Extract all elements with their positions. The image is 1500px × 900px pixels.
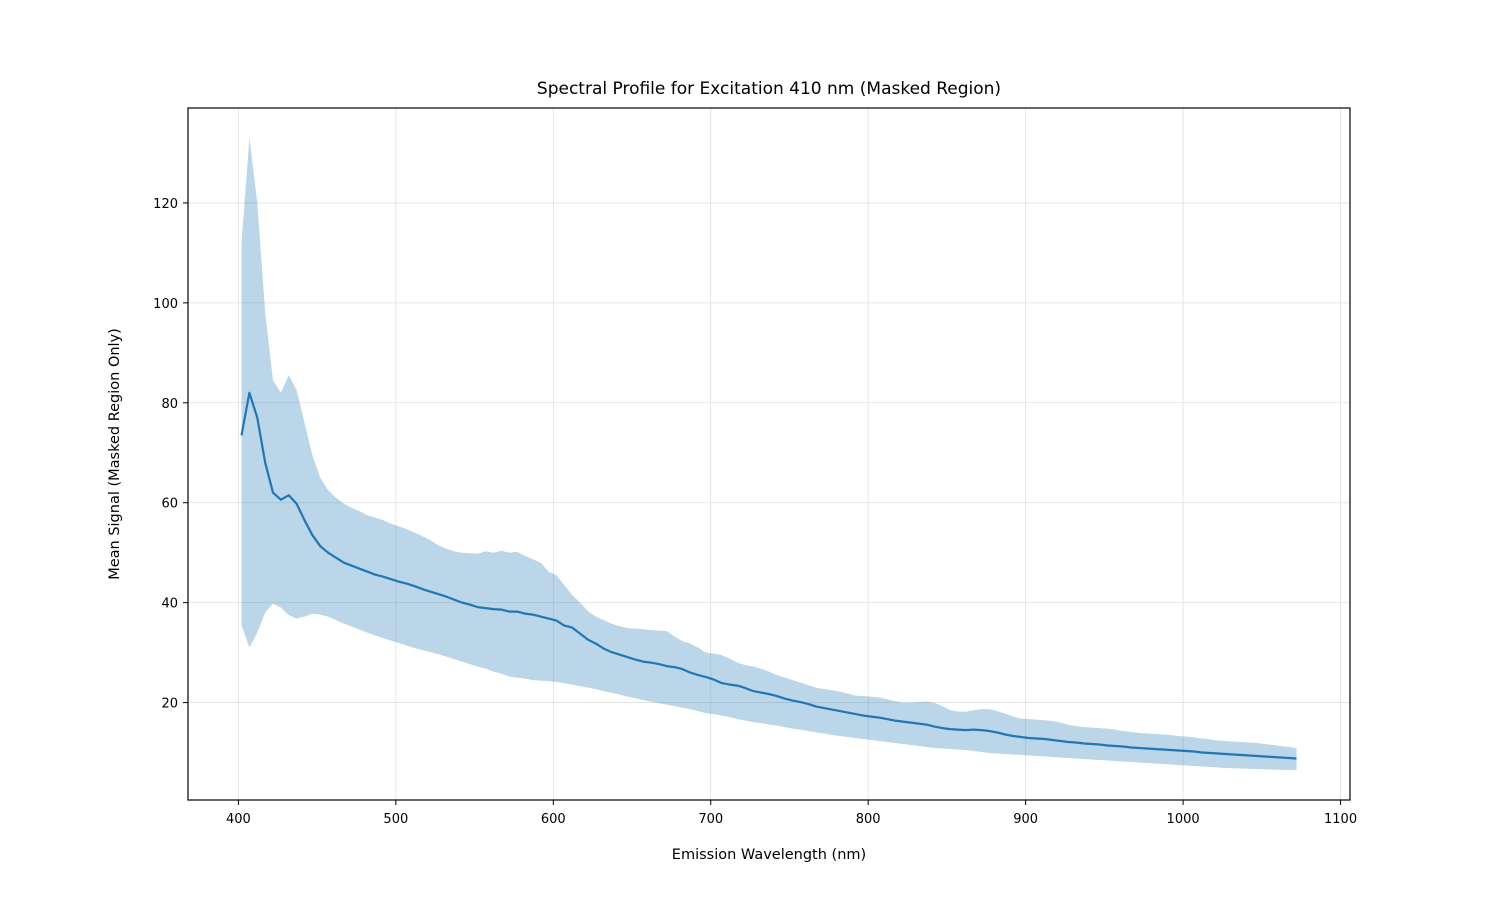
std-band	[241, 138, 1297, 771]
y-tick-label: 80	[161, 397, 178, 412]
x-axis-title: Emission Wavelength (nm)	[672, 847, 866, 863]
x-tick-label: 1000	[1167, 812, 1200, 827]
y-tick-label: 100	[153, 297, 178, 312]
x-tick-label: 1100	[1324, 812, 1357, 827]
y-axis-ticks: 20 40 60 80 100 120	[153, 197, 188, 712]
y-tick-label: 120	[153, 197, 178, 212]
y-tick-label: 60	[161, 497, 178, 512]
x-tick-label: 500	[383, 812, 408, 827]
mean-line-layer	[240, 391, 1297, 760]
x-tick-label: 700	[698, 812, 723, 827]
x-tick-label: 800	[856, 812, 881, 827]
x-tick-label: 400	[226, 812, 251, 827]
x-axis-ticks: 400 500 600 700 800 900 1000 1100	[226, 800, 1357, 827]
x-tick-label: 900	[1013, 812, 1038, 827]
grid	[188, 108, 1350, 800]
y-tick-label: 20	[161, 697, 178, 712]
y-axis-title: Mean Signal (Masked Region Only)	[107, 328, 123, 580]
x-tick-label: 600	[541, 812, 566, 827]
plot-frame	[187, 107, 1351, 801]
y-tick-label: 40	[161, 597, 178, 612]
mean-signal-line	[240, 391, 1297, 760]
std-band-layer	[241, 138, 1297, 771]
chart-title: Spectral Profile for Excitation 410 nm (…	[537, 79, 1001, 99]
